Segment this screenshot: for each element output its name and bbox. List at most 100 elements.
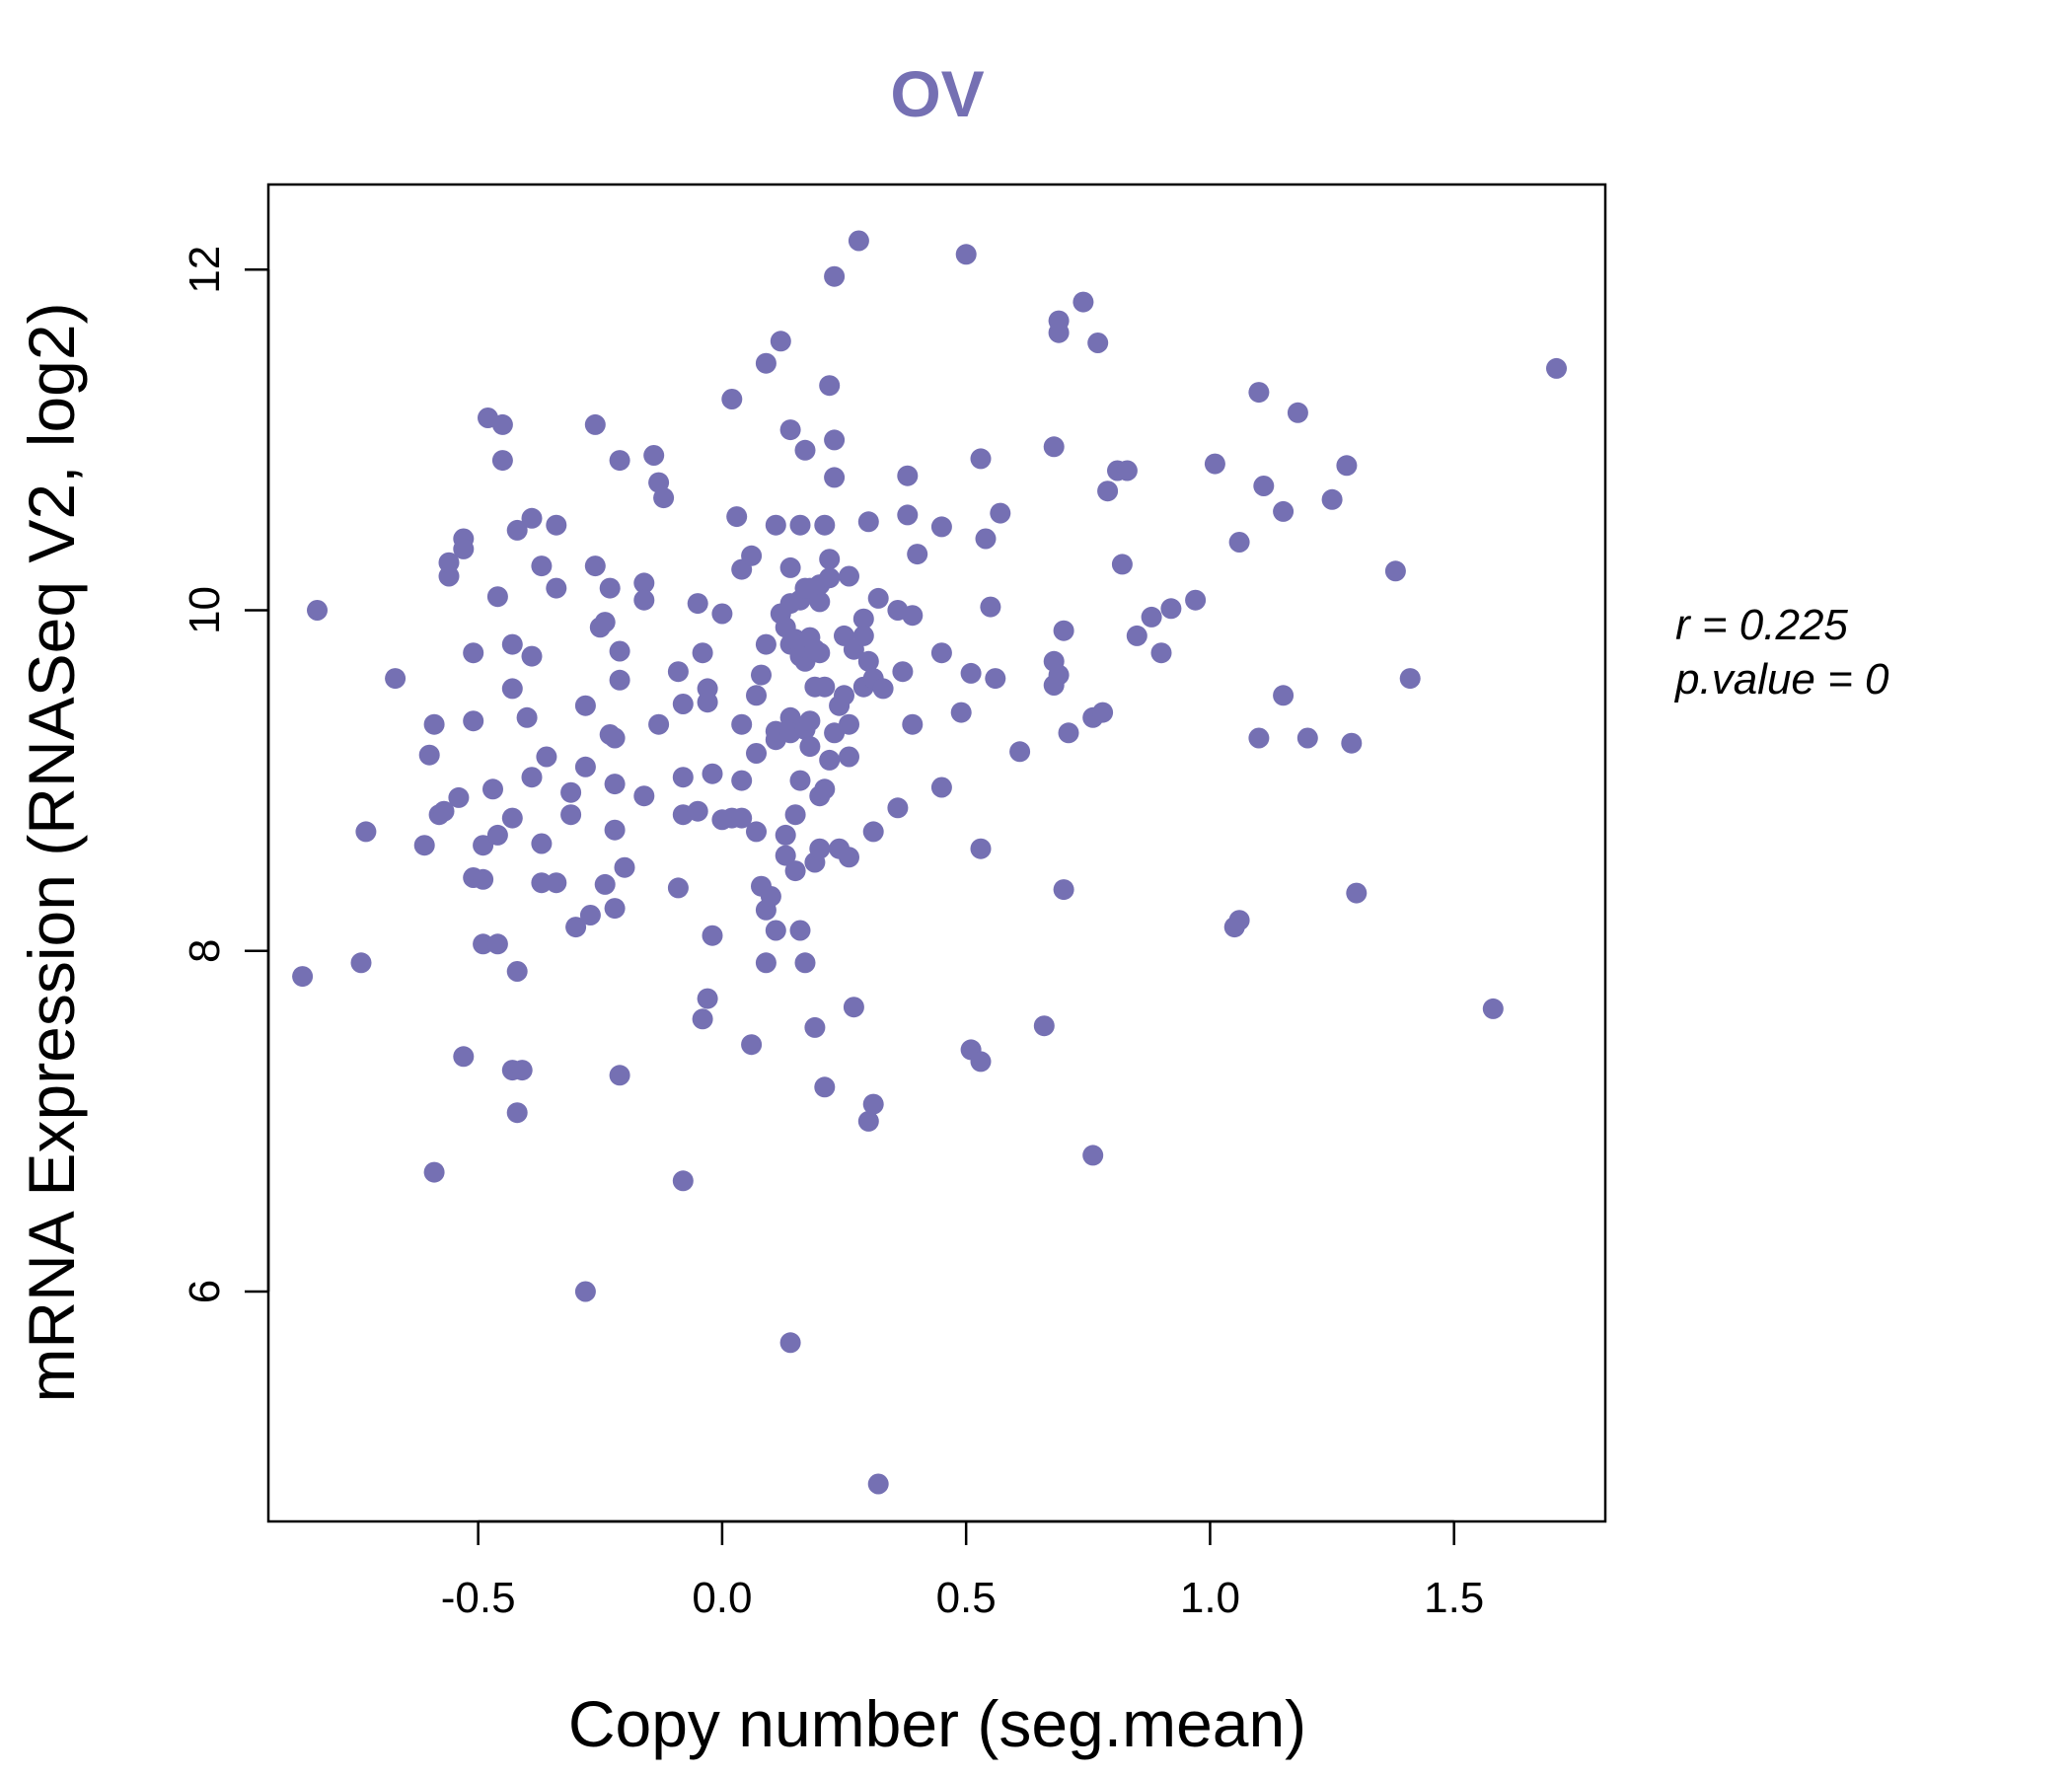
data-point [1228, 532, 1250, 553]
data-point [721, 389, 743, 409]
data-point [486, 933, 508, 955]
data-point [867, 1473, 889, 1495]
data-point [574, 695, 596, 716]
data-point [453, 538, 475, 559]
data-point [755, 352, 777, 374]
data-point [633, 785, 655, 807]
data-point [789, 920, 811, 941]
data-point [955, 244, 977, 265]
data-point [814, 514, 836, 536]
y-tick-label: 12 [181, 246, 229, 294]
data-point [633, 572, 655, 594]
data-point [438, 552, 460, 573]
data-point [814, 676, 836, 698]
data-point [609, 450, 630, 472]
data-point [653, 487, 675, 509]
data-point [423, 713, 445, 735]
data-point [604, 898, 626, 920]
data-point [609, 640, 630, 662]
data-point [731, 807, 753, 829]
x-axis: -0.5 0.0 0.5 1.0 1.5 [441, 1519, 1484, 1622]
data-point [1287, 402, 1308, 423]
data-point [1546, 357, 1567, 379]
data-point [546, 577, 567, 599]
data-point [819, 749, 841, 771]
data-point [463, 710, 484, 732]
data-point [1321, 488, 1343, 510]
data-point [672, 1170, 694, 1192]
data-point [950, 702, 972, 723]
data-point [731, 713, 753, 735]
data-point [453, 1046, 475, 1068]
data-point [491, 450, 513, 472]
data-point [741, 1034, 763, 1056]
data-point [975, 528, 997, 550]
data-point [511, 1060, 533, 1081]
data-point [990, 502, 1011, 524]
data-point [794, 439, 816, 461]
data-point [531, 833, 553, 854]
data-point [521, 507, 543, 529]
y-tick-label: 8 [181, 939, 229, 963]
data-point [1482, 998, 1504, 1019]
data-point [852, 625, 874, 646]
data-point [687, 593, 708, 615]
data-point [902, 713, 924, 735]
data-point [862, 1093, 884, 1115]
data-point [687, 800, 708, 822]
data-point [594, 873, 616, 895]
data-point [473, 835, 494, 856]
data-point [516, 706, 538, 728]
data-point [697, 692, 718, 713]
data-point [1204, 453, 1225, 475]
data-point [930, 516, 952, 538]
data-point [672, 694, 694, 714]
data-point [355, 821, 377, 843]
data-point [1384, 560, 1406, 582]
data-point [819, 375, 841, 397]
data-point [491, 413, 513, 435]
data-point [692, 642, 713, 664]
data-point [779, 1332, 801, 1354]
data-point [418, 744, 440, 766]
data-point [1116, 460, 1138, 481]
data-point [985, 668, 1006, 690]
data-point [839, 746, 859, 768]
data-point [604, 727, 626, 749]
data-point [809, 591, 831, 613]
data-point [819, 567, 841, 589]
data-point [1073, 291, 1094, 313]
data-point [1296, 727, 1318, 749]
data-point [692, 1008, 713, 1030]
data-point [848, 230, 869, 252]
data-point [907, 544, 928, 565]
data-point [799, 736, 821, 758]
data-point [765, 514, 786, 536]
data-point [1033, 1015, 1055, 1037]
data-point [789, 514, 811, 536]
data-point [779, 556, 801, 578]
data-point [1111, 554, 1133, 575]
p-value-annotation: p.value = 0 [1673, 655, 1889, 703]
data-point [980, 596, 1001, 618]
data-point [741, 545, 763, 566]
data-point [574, 1281, 596, 1302]
data-point [1141, 606, 1162, 628]
data-point [824, 467, 846, 488]
data-point [779, 706, 801, 728]
data-point [506, 1102, 528, 1124]
data-point [702, 763, 723, 784]
data-point [546, 872, 567, 894]
data-point [413, 835, 435, 856]
data-point [1341, 732, 1363, 754]
data-point [779, 419, 801, 441]
data-point [565, 917, 587, 938]
data-point [1048, 322, 1070, 343]
x-tick-label: 0.0 [692, 1574, 752, 1622]
data-point [1150, 642, 1172, 664]
data-point [423, 1161, 445, 1183]
data-point [930, 642, 952, 664]
x-tick-label: 0.5 [936, 1574, 997, 1622]
chart-title: OV [890, 57, 984, 130]
data-point [892, 661, 914, 683]
